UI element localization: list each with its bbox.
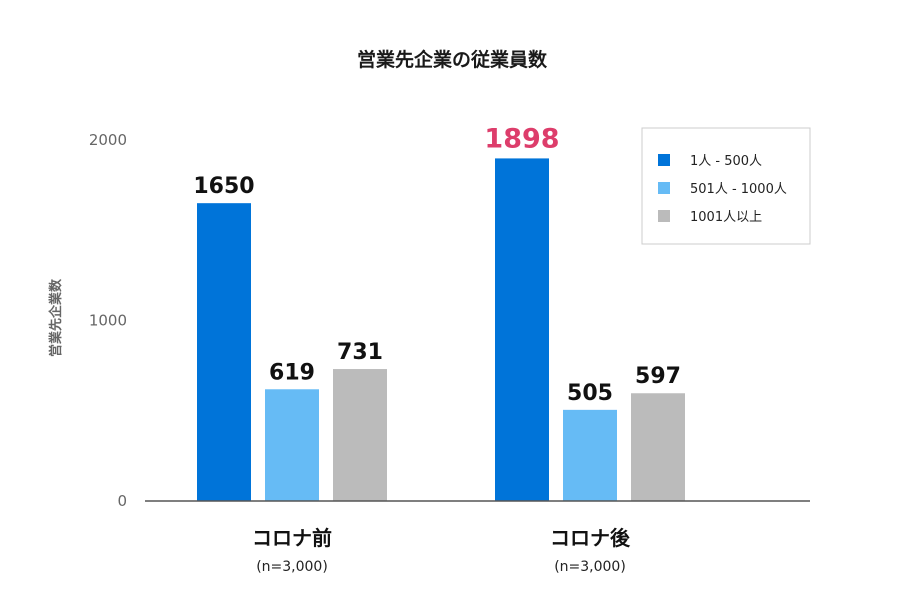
data-labels: 1650 1898 619 505 731 597 <box>193 123 681 405</box>
legend-entry: 1人 - 500人 <box>690 154 762 169</box>
y-axis-ticks: 0 1000 2000 <box>89 131 127 510</box>
legend-swatch <box>658 182 670 194</box>
legend: 1人 - 500人 501人 - 1000人 1001人以上 <box>641 127 811 245</box>
legend-swatch <box>658 210 670 222</box>
bar <box>333 369 387 501</box>
data-label: 619 <box>269 360 315 385</box>
bar <box>631 393 685 501</box>
category-label: コロナ前 <box>252 526 332 550</box>
bar <box>495 158 549 501</box>
data-label: 597 <box>635 364 681 389</box>
y-tick-label: 2000 <box>89 131 127 149</box>
data-label: 731 <box>337 340 383 365</box>
category-label: コロナ後 <box>550 526 631 550</box>
bar <box>563 409 617 501</box>
legend-entry: 1001人以上 <box>690 210 762 225</box>
y-tick-label: 1000 <box>89 312 127 330</box>
legend-swatch <box>658 154 670 166</box>
chart-title: 営業先企業の従業員数 <box>357 48 548 71</box>
data-label: 1650 <box>193 174 254 199</box>
data-label: 1898 <box>484 123 559 154</box>
y-tick-label: 0 <box>117 492 127 510</box>
bar <box>265 389 319 501</box>
legend-entry: 501人 - 1000人 <box>690 182 787 197</box>
category-note: (n=3,000) <box>256 559 328 575</box>
category-note: (n=3,000) <box>554 559 626 575</box>
bar-series <box>197 158 685 502</box>
y-axis-label: 営業先企業数 <box>48 278 64 357</box>
bar <box>197 203 251 502</box>
data-label: 505 <box>567 381 613 406</box>
x-axis-categories: コロナ前 (n=3,000) コロナ後 (n=3,000) <box>252 526 631 575</box>
